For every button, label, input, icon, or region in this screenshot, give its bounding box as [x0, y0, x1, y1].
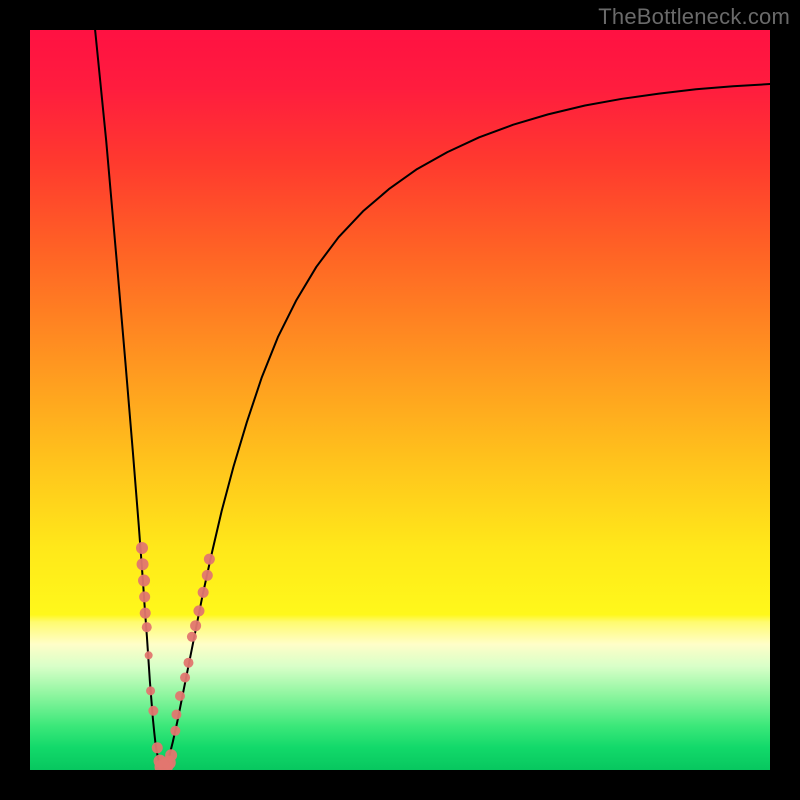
watermark-text: TheBottleneck.com	[598, 4, 790, 30]
data-marker	[140, 608, 151, 619]
data-marker	[170, 726, 180, 736]
data-marker	[171, 710, 181, 720]
data-marker	[145, 651, 153, 659]
data-marker	[136, 542, 148, 554]
chart-stage: TheBottleneck.com	[0, 0, 800, 800]
data-marker	[193, 605, 204, 616]
data-marker	[187, 632, 197, 642]
data-marker	[204, 554, 215, 565]
data-marker	[175, 691, 185, 701]
data-marker	[137, 558, 149, 570]
data-marker	[148, 706, 158, 716]
data-marker	[202, 570, 213, 581]
data-marker	[198, 587, 209, 598]
chart-background-gradient	[30, 30, 770, 770]
data-marker	[183, 658, 193, 668]
bottleneck-chart	[0, 0, 800, 800]
data-marker	[180, 673, 190, 683]
data-marker	[152, 742, 163, 753]
data-marker	[190, 620, 201, 631]
data-marker	[146, 686, 155, 695]
data-marker	[142, 622, 152, 632]
data-marker	[139, 591, 150, 602]
data-marker	[165, 749, 177, 761]
data-marker	[138, 575, 150, 587]
